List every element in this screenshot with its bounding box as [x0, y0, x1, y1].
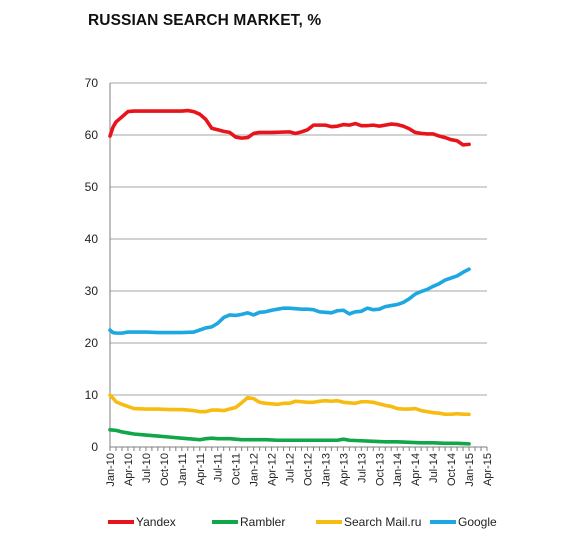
x-tick-label: Jul-14: [428, 453, 440, 483]
y-tick-label-70: 70: [85, 76, 99, 90]
series-line-yandex: [108, 108, 471, 147]
x-tick-label: Jan-10: [105, 453, 117, 487]
series-line-search-mail-ru: [108, 393, 471, 417]
series-line-rambler: [108, 428, 471, 446]
x-tick-label: Jan-15: [464, 453, 476, 487]
x-tick-label: Jan-14: [392, 453, 404, 487]
x-tick-label: Jan-13: [320, 453, 332, 487]
gridlines: [110, 82, 487, 396]
x-tick-label: Apr-11: [195, 453, 207, 485]
x-tick-label: Oct-10: [159, 453, 171, 486]
series-lines: [108, 108, 471, 446]
x-tick-label: Jul-12: [285, 453, 297, 483]
x-tick-label: Oct-12: [302, 453, 314, 486]
x-tick-label: Jan-12: [249, 453, 261, 487]
legend: Yandex Rambler Search Mail.ru Google: [108, 515, 497, 529]
legend-label-yandex: Yandex: [136, 515, 176, 529]
legend-label-rambler: Rambler: [240, 515, 285, 529]
y-tick-label-50: 50: [85, 180, 99, 194]
chart-title: RUSSIAN SEARCH MARKET, %: [88, 12, 322, 29]
x-tick-label: Apr-14: [410, 453, 422, 486]
x-tick-label: Jul-13: [356, 453, 368, 483]
axes: [109, 83, 488, 451]
y-tick-label-60: 60: [85, 128, 99, 142]
x-tick-label: Jan-11: [177, 453, 189, 486]
y-tick-label-10: 10: [85, 388, 99, 402]
x-tick-labels: Jan-10 Apr-10 Jul-10 Oct-10 Jan-11 Apr-11 Jul-…: [105, 453, 494, 487]
x-tick-label: Apr-10: [123, 453, 135, 486]
y-tick-label-20: 20: [85, 336, 99, 350]
y-tick-label-30: 30: [85, 284, 99, 298]
y-tick-label-40: 40: [85, 232, 99, 246]
y-tick-label-0: 0: [91, 440, 98, 454]
x-tick-label: Oct-11: [231, 453, 243, 485]
x-tick-label: Jul-11: [213, 453, 225, 482]
x-tick-label: Apr-12: [267, 453, 279, 486]
y-tick-labels: 0 10 20 30 40 50 60 70: [85, 76, 99, 454]
legend-label-google: Google: [458, 515, 497, 529]
x-tick-label: Jul-10: [141, 453, 153, 483]
x-tick-label: Oct-13: [374, 453, 386, 486]
legend-label-search-mail-ru: Search Mail.ru: [344, 515, 421, 529]
x-tick-label: Apr-15: [482, 453, 494, 486]
series-line-google: [108, 267, 471, 335]
x-tick-label: Oct-14: [446, 453, 458, 486]
x-tick-label: Apr-13: [338, 453, 350, 486]
